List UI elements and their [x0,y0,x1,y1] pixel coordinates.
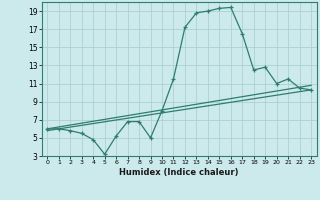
X-axis label: Humidex (Indice chaleur): Humidex (Indice chaleur) [119,168,239,177]
